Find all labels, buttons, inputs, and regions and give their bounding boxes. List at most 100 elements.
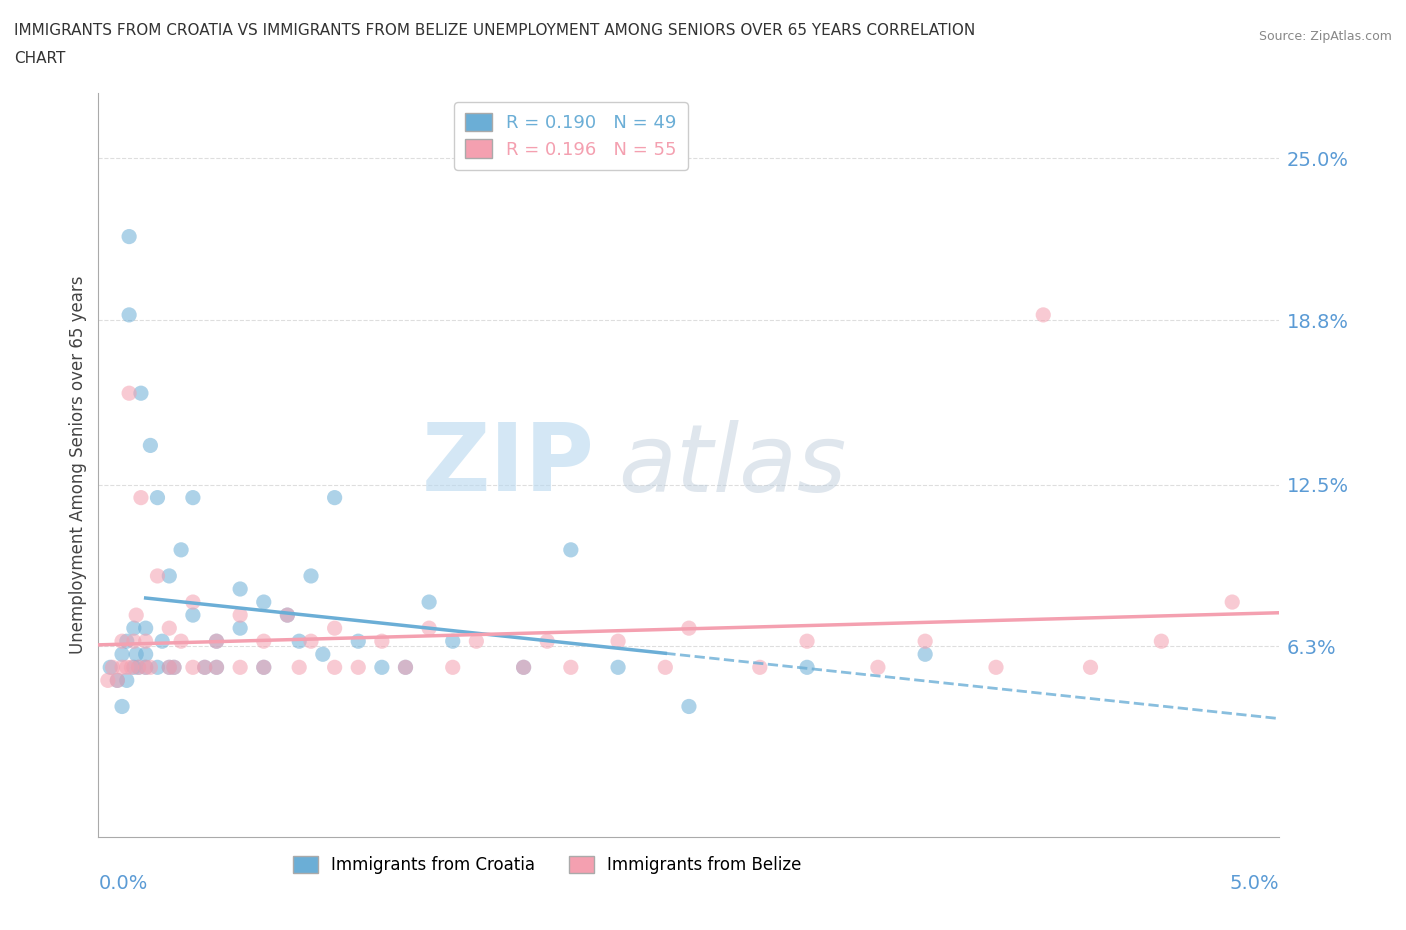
Point — [139, 438, 162, 453]
Point — [418, 594, 440, 609]
Point — [122, 620, 145, 635]
Point — [984, 660, 1007, 675]
Text: Source: ZipAtlas.com: Source: ZipAtlas.com — [1258, 30, 1392, 43]
Point — [276, 607, 298, 622]
Point — [111, 660, 134, 675]
Legend: Immigrants from Croatia, Immigrants from Belize: Immigrants from Croatia, Immigrants from… — [287, 849, 808, 881]
Point — [205, 660, 228, 675]
Point — [125, 647, 148, 662]
Point — [347, 633, 370, 648]
Point — [135, 647, 157, 662]
Point — [312, 647, 335, 662]
Point — [253, 660, 276, 675]
Point — [288, 633, 311, 648]
Point — [299, 633, 322, 648]
Point — [105, 673, 128, 688]
Point — [678, 620, 700, 635]
Point — [135, 633, 157, 648]
Point — [371, 660, 394, 675]
Point — [170, 542, 193, 557]
Point — [1150, 633, 1173, 648]
Point — [607, 633, 630, 648]
Point — [914, 633, 936, 648]
Point — [128, 660, 150, 675]
Point — [253, 660, 276, 675]
Text: CHART: CHART — [14, 51, 66, 66]
Point — [654, 660, 676, 675]
Point — [394, 660, 416, 675]
Point — [347, 660, 370, 675]
Point — [678, 699, 700, 714]
Y-axis label: Unemployment Among Seniors over 65 years: Unemployment Among Seniors over 65 years — [69, 276, 87, 654]
Point — [115, 633, 138, 648]
Point — [122, 633, 145, 648]
Point — [150, 633, 173, 648]
Point — [512, 660, 534, 675]
Point — [111, 633, 134, 648]
Point — [205, 660, 228, 675]
Point — [135, 620, 157, 635]
Point — [97, 673, 120, 688]
Point — [465, 633, 488, 648]
Point — [115, 673, 138, 688]
Point — [796, 660, 818, 675]
Point — [111, 699, 134, 714]
Point — [748, 660, 770, 675]
Point — [118, 229, 141, 244]
Point — [512, 660, 534, 675]
Point — [253, 633, 276, 648]
Point — [181, 660, 204, 675]
Point — [229, 660, 252, 675]
Point — [98, 660, 121, 675]
Point — [288, 660, 311, 675]
Point — [122, 660, 145, 675]
Point — [1032, 308, 1054, 323]
Text: IMMIGRANTS FROM CROATIA VS IMMIGRANTS FROM BELIZE UNEMPLOYMENT AMONG SENIORS OVE: IMMIGRANTS FROM CROATIA VS IMMIGRANTS FR… — [14, 23, 976, 38]
Point — [194, 660, 217, 675]
Point — [118, 386, 141, 401]
Point — [276, 607, 298, 622]
Point — [418, 620, 440, 635]
Point — [441, 660, 464, 675]
Point — [157, 568, 180, 583]
Point — [560, 542, 582, 557]
Text: atlas: atlas — [619, 419, 846, 511]
Point — [128, 660, 150, 675]
Point — [371, 633, 394, 648]
Point — [1220, 594, 1243, 609]
Point — [796, 633, 818, 648]
Point — [323, 490, 346, 505]
Point — [129, 386, 152, 401]
Point — [194, 660, 217, 675]
Point — [394, 660, 416, 675]
Point — [181, 607, 204, 622]
Point — [163, 660, 186, 675]
Point — [105, 673, 128, 688]
Point — [121, 660, 143, 675]
Point — [157, 660, 180, 675]
Point — [205, 633, 228, 648]
Point — [229, 620, 252, 635]
Point — [560, 660, 582, 675]
Point — [607, 660, 630, 675]
Point — [914, 647, 936, 662]
Point — [146, 568, 169, 583]
Point — [170, 633, 193, 648]
Point — [181, 490, 204, 505]
Point — [146, 490, 169, 505]
Point — [181, 594, 204, 609]
Point — [229, 581, 252, 596]
Text: ZIP: ZIP — [422, 419, 595, 511]
Point — [157, 620, 180, 635]
Point — [118, 308, 141, 323]
Point — [135, 660, 157, 675]
Point — [125, 607, 148, 622]
Point — [441, 633, 464, 648]
Point — [253, 594, 276, 609]
Point — [111, 647, 134, 662]
Point — [323, 660, 346, 675]
Point — [129, 490, 152, 505]
Point — [115, 660, 138, 675]
Point — [229, 607, 252, 622]
Text: 0.0%: 0.0% — [98, 874, 148, 893]
